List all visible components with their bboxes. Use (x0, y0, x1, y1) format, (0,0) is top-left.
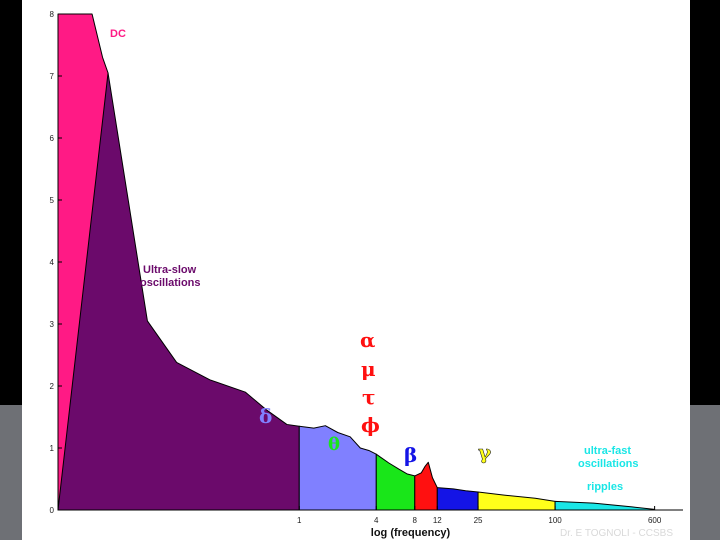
x-tick-label: 1 (297, 516, 302, 525)
dc-label: DC (110, 28, 126, 40)
phi-label: ϕ (361, 413, 380, 437)
y-tick-label: 1 (50, 444, 55, 453)
area-alpha (414, 461, 438, 511)
x-tick-label: 12 (433, 516, 442, 525)
alpha-label: α (360, 328, 375, 352)
area-ultra-fast (554, 500, 656, 511)
x-tick-label: 8 (413, 516, 418, 525)
background-slab-left (0, 405, 22, 540)
x-tick-label: 4 (374, 516, 379, 525)
ultra-slow-label-line2: oscillations (140, 277, 201, 289)
theta-label: θ (328, 434, 340, 455)
y-tick-label: 8 (50, 10, 55, 19)
ultra-fast-label-line2: oscillations (578, 458, 639, 470)
ripples-label: ripples (587, 481, 623, 493)
y-tick-label: 6 (50, 134, 55, 143)
beta-label: β (404, 443, 417, 467)
area-beta (436, 487, 479, 511)
band-areas (57, 13, 656, 511)
delta-label: δ (259, 404, 272, 428)
mu-label: μ (361, 357, 376, 381)
area-gamma (477, 491, 556, 511)
tau-label: τ (362, 385, 375, 409)
band-labels: DC Ultra-slow oscillations δ θ α μ τ ϕ β… (110, 28, 639, 493)
y-tick-label: 3 (50, 320, 55, 329)
y-tick-label: 7 (50, 72, 55, 81)
x-tick-label: 600 (648, 516, 662, 525)
gamma-label: γ (478, 440, 492, 464)
x-axis-title: log (frequency) (371, 527, 451, 539)
background-slab-right (690, 405, 720, 540)
y-tick-label: 0 (50, 506, 55, 515)
x-tick-label: 100 (548, 516, 562, 525)
x-tick-label: 25 (474, 516, 483, 525)
y-tick-label: 4 (50, 258, 55, 267)
credit-text: Dr. E TOGNOLI - CCSBS (560, 528, 673, 539)
ultra-slow-label-line1: Ultra-slow (143, 264, 197, 276)
y-tick-label: 5 (50, 196, 55, 205)
y-tick-label: 2 (50, 382, 55, 391)
ultra-fast-label-line1: ultra-fast (584, 445, 631, 457)
